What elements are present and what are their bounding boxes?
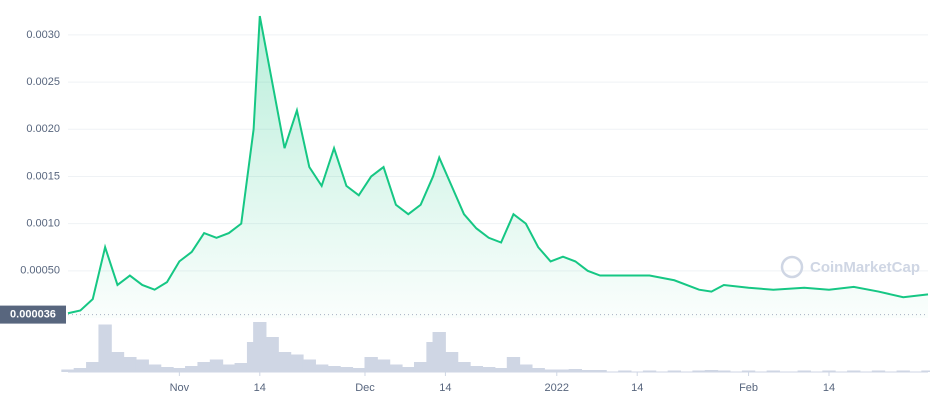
- volume-bar: [797, 370, 811, 372]
- volume-bar: [581, 370, 595, 372]
- volume-bar: [896, 370, 910, 372]
- marker-label: 0.000036: [10, 309, 56, 321]
- volume-bar: [847, 370, 861, 372]
- volume-bar: [519, 364, 533, 372]
- volume-bar: [717, 370, 731, 372]
- volume-bar: [147, 364, 162, 372]
- volume-bar: [692, 370, 706, 372]
- volume-bar: [457, 362, 471, 372]
- volume-bar: [871, 370, 886, 372]
- volume-bar: [265, 337, 279, 372]
- watermark-text: CoinMarketCap: [810, 259, 920, 276]
- y-tick-label: 0.0015: [26, 170, 60, 182]
- volume-bar: [352, 368, 366, 372]
- volume-bar: [61, 369, 75, 372]
- volume-bar: [921, 370, 930, 372]
- volume-bar: [618, 370, 632, 372]
- volume-bar: [364, 357, 378, 372]
- volume-bar: [172, 368, 187, 372]
- volume-bar: [290, 354, 304, 372]
- volume-bar: [197, 362, 211, 372]
- x-tick-label: 14: [254, 382, 266, 394]
- volume-bar: [98, 324, 112, 372]
- volume-bar: [314, 364, 329, 372]
- volume-bar: [667, 370, 682, 372]
- volume-bar: [209, 359, 224, 372]
- volume-bar: [389, 364, 403, 372]
- price-line: [67, 15, 929, 315]
- volume-bar: [160, 367, 174, 372]
- volume-bar: [234, 363, 248, 372]
- volume-bar: [376, 359, 391, 372]
- volume-bar: [253, 322, 267, 372]
- volume-bar: [593, 370, 607, 372]
- volume-bar: [531, 368, 545, 372]
- x-tick-label: Feb: [739, 382, 758, 394]
- volume-bar: [506, 357, 521, 372]
- volume-bar: [543, 369, 558, 372]
- volume-bar: [185, 366, 199, 372]
- y-tick-label: 0.0020: [26, 123, 60, 135]
- volume-bar: [556, 369, 570, 372]
- area: [68, 16, 928, 319]
- volume-bar: [339, 367, 354, 372]
- volume-bar: [73, 368, 88, 372]
- x-tick-label: Nov: [170, 382, 190, 394]
- volume-bar: [277, 352, 292, 372]
- volume-bar: [822, 370, 836, 372]
- volume-bar: [123, 357, 137, 372]
- volume-bar: [704, 370, 719, 372]
- x-tick-label: 14: [439, 382, 451, 394]
- volume-bar: [110, 352, 125, 372]
- volume-bar: [494, 368, 508, 372]
- volume-bar: [444, 352, 459, 372]
- volume-bar: [302, 359, 316, 372]
- x-tick-label: 14: [823, 382, 835, 394]
- volume-bar: [222, 364, 236, 372]
- x-tick-label: 2022: [545, 382, 569, 394]
- volume-bar: [741, 370, 756, 372]
- x-tick-label: Dec: [355, 382, 375, 394]
- volume-bar: [432, 332, 446, 372]
- volume-bar: [86, 362, 100, 372]
- x-tick-label: 14: [631, 382, 643, 394]
- y-tick-label: 0.0030: [26, 29, 60, 41]
- volume-bar: [642, 370, 657, 372]
- volume-bar: [482, 367, 496, 372]
- volume-bar: [135, 359, 149, 372]
- volume-bar: [327, 366, 341, 372]
- y-tick-label: 0.00050: [20, 265, 60, 277]
- marker-box: [0, 305, 66, 324]
- y-tick-label: 0.0010: [26, 218, 60, 230]
- volume-bar: [401, 367, 415, 372]
- volume-bar: [766, 370, 780, 372]
- volume-bar: [413, 362, 428, 372]
- volume-bar: [469, 366, 484, 372]
- watermark: CoinMarketCap: [780, 255, 920, 279]
- y-tick-label: 0.0025: [26, 76, 60, 88]
- volume-bar: [568, 369, 583, 372]
